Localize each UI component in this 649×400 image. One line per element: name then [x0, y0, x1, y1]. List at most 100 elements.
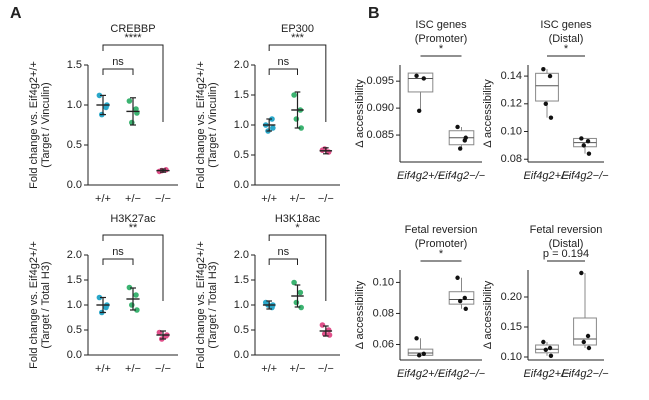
- point: [586, 345, 592, 351]
- significance-label: *: [295, 222, 300, 234]
- y-axis-label: (Target / Vinculin): [40, 82, 52, 167]
- x-tick-label: Eif4g2+/−: [397, 368, 445, 380]
- point: [96, 294, 103, 301]
- point: [291, 92, 297, 98]
- box: [535, 72, 559, 102]
- point: [463, 306, 468, 311]
- chart-title: EP300: [281, 23, 314, 35]
- point: [298, 125, 304, 131]
- significance-bracket: [102, 234, 164, 301]
- significance-label: ns: [278, 56, 290, 68]
- point: [586, 151, 592, 156]
- x-tick-label: +/−: [290, 193, 306, 205]
- point: [585, 139, 591, 144]
- point: [543, 101, 548, 107]
- point: [547, 345, 553, 351]
- point: [291, 279, 297, 286]
- y-tick-label: 0.5: [67, 139, 82, 151]
- significance-bracket: [268, 258, 298, 265]
- y-tick-label: 0.20: [501, 291, 522, 303]
- point: [293, 116, 300, 122]
- significance-label: **: [129, 222, 138, 234]
- y-tick-label: 0.5: [234, 324, 249, 336]
- x-tick-label: +/+: [95, 363, 111, 375]
- point: [585, 333, 591, 339]
- y-tick-label: 1.0: [67, 99, 82, 111]
- x-tick-label: +/+: [95, 193, 111, 205]
- y-tick-label: 0.08: [373, 307, 394, 319]
- y-tick-label: 2.0: [234, 59, 249, 71]
- point: [416, 353, 422, 358]
- significance-label: ns: [112, 246, 124, 258]
- y-tick-label: 0.08: [501, 153, 522, 165]
- chart-subtitle: (Promoter): [415, 238, 468, 250]
- x-tick-label: Eif4g2−/−: [438, 368, 486, 380]
- significance-label: ns: [112, 56, 124, 68]
- chart-subtitle: (Distal): [549, 33, 584, 45]
- significance-label: ****: [124, 32, 142, 44]
- point: [548, 353, 554, 358]
- chart-title: Fetal reversion: [405, 224, 478, 236]
- point: [326, 332, 333, 338]
- significance-bracket: [268, 68, 298, 75]
- point: [455, 275, 460, 280]
- point: [457, 146, 463, 151]
- significance-bracket: [102, 44, 164, 122]
- y-tick-label: 1.0: [234, 119, 249, 131]
- significance-bracket: [268, 234, 327, 301]
- y-tick-label: 0.0: [234, 349, 249, 361]
- point: [457, 298, 463, 304]
- x-tick-label: −/−: [318, 363, 334, 375]
- y-tick-label: 0.0: [67, 179, 82, 191]
- y-axis-label: (Target / Total H3): [207, 261, 219, 348]
- point: [293, 299, 300, 306]
- chart-title: CREBBP: [110, 23, 155, 35]
- x-tick-label: −/−: [318, 193, 334, 205]
- point: [541, 339, 546, 345]
- y-tick-label: 1.0: [234, 299, 249, 311]
- x-tick-label: Eif4g2+/−: [397, 170, 445, 182]
- x-tick-label: Eif4g2+/−: [523, 170, 571, 182]
- x-tick-label: −/−: [155, 363, 171, 375]
- y-tick-label: 0.0: [67, 349, 82, 361]
- point: [134, 307, 140, 313]
- point: [298, 304, 304, 311]
- point: [579, 136, 584, 141]
- chart-subtitle: (Distal): [549, 238, 584, 250]
- point: [462, 295, 467, 301]
- point: [126, 98, 133, 104]
- y-axis-label: Δ accessibility: [482, 280, 494, 349]
- chart-title: ISC genes: [540, 19, 592, 31]
- significance-label: *: [564, 43, 569, 55]
- y-tick-label: 0.10: [373, 276, 394, 288]
- point: [126, 284, 133, 291]
- significance-label: ***: [291, 32, 305, 44]
- y-tick-label: 0.10: [501, 125, 522, 137]
- y-tick-label: 0.090: [366, 102, 394, 114]
- y-axis-label: Δ accessibility: [482, 79, 494, 148]
- x-tick-label: −/−: [155, 193, 171, 205]
- point: [133, 292, 139, 298]
- point: [463, 135, 468, 140]
- panel-label: B: [368, 5, 380, 22]
- x-tick-label: +/−: [125, 193, 141, 205]
- point: [325, 327, 332, 333]
- y-tick-label: 0.15: [501, 321, 522, 333]
- chart-title: ISC genes: [415, 19, 467, 31]
- x-tick-label: Eif4g2−/−: [561, 170, 609, 182]
- y-tick-label: 0.14: [501, 70, 522, 82]
- y-tick-label: 2.0: [67, 249, 82, 261]
- y-tick-label: 2.0: [234, 249, 249, 261]
- point: [414, 336, 419, 341]
- y-axis-label: Fold change vs. Eif4g2+/+: [28, 241, 40, 369]
- box: [573, 317, 597, 346]
- point: [548, 115, 554, 120]
- significance-bracket: [102, 258, 134, 265]
- chart-subtitle: (Promoter): [415, 33, 468, 45]
- x-tick-label: +/−: [125, 363, 141, 375]
- x-tick-label: Eif4g2−/−: [561, 368, 609, 380]
- x-tick-label: +/−: [290, 363, 306, 375]
- y-tick-label: 0.12: [501, 98, 522, 110]
- y-tick-label: 1.5: [234, 89, 249, 101]
